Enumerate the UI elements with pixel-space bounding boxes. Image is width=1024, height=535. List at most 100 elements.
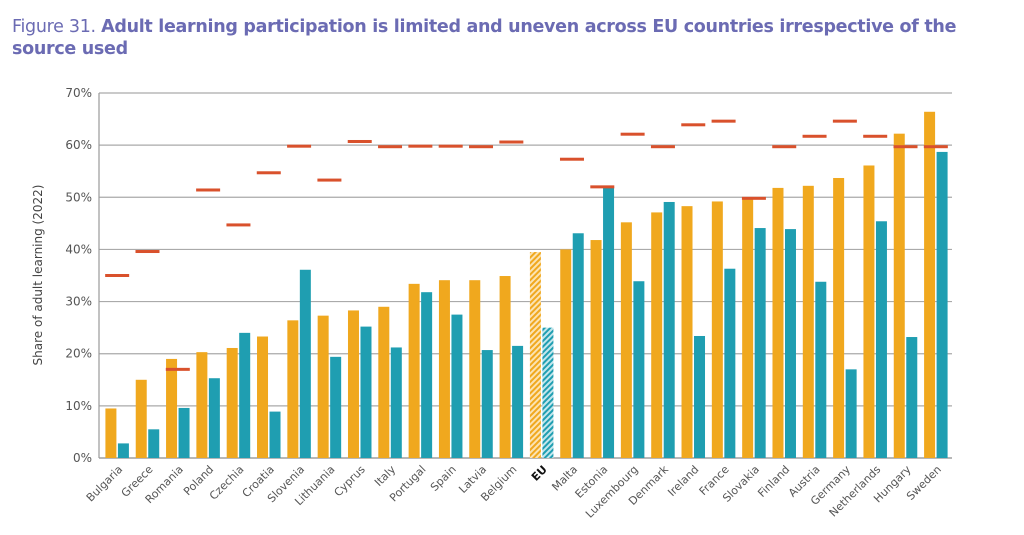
bar-series-a xyxy=(469,280,481,458)
bar-series-b xyxy=(542,327,554,458)
bar-series-a xyxy=(287,320,299,458)
y-axis: 0% 10% 20% 30% 40% 50% 60% 70% xyxy=(65,86,100,465)
bar-series-a xyxy=(196,352,208,458)
marker-series-c xyxy=(832,119,857,123)
y-tick-label: 50% xyxy=(65,190,92,204)
marker-series-c xyxy=(559,157,584,161)
marker-series-c xyxy=(347,139,372,143)
y-tick-label: 70% xyxy=(65,86,92,100)
bar-series-a xyxy=(166,358,178,458)
bar-series-a xyxy=(378,306,390,458)
bar-series-b xyxy=(754,228,766,458)
bar-series-a xyxy=(651,212,663,458)
marker-series-c xyxy=(165,367,190,371)
bar-series-a xyxy=(408,283,420,458)
marker-series-c xyxy=(287,144,312,148)
marker-series-c xyxy=(105,274,130,277)
y-tick-label: 10% xyxy=(65,399,92,413)
bar-series-a xyxy=(924,111,936,459)
y-tick-label: 60% xyxy=(65,138,92,152)
bar-series-a xyxy=(135,379,147,458)
figure-title: Figure 31. Adult learning participation … xyxy=(12,16,1012,60)
bar-series-b xyxy=(481,350,493,458)
marker-series-c xyxy=(681,123,706,127)
marker-series-c xyxy=(863,134,888,138)
bar-series-a xyxy=(863,165,875,458)
bar-series-b xyxy=(694,335,706,458)
x-tick-label: Cyprus xyxy=(332,463,369,500)
x-tick-label: Italy xyxy=(372,463,398,489)
y-tick-label: 30% xyxy=(65,295,92,309)
bar-series-a xyxy=(560,249,572,458)
bar-series-a xyxy=(317,315,329,458)
bar-series-b xyxy=(936,151,948,458)
bar-series-a xyxy=(711,201,723,458)
marker-series-c xyxy=(438,144,463,148)
marker-series-c xyxy=(469,145,494,149)
y-tick-label: 40% xyxy=(65,242,92,256)
bar-series-a xyxy=(438,280,450,458)
marker-series-c xyxy=(923,145,948,149)
bar-series-b xyxy=(663,201,675,458)
marker-series-c xyxy=(772,145,797,149)
bar-series-a xyxy=(620,222,632,458)
marker-series-c xyxy=(135,250,160,254)
bar-series-b xyxy=(784,229,796,458)
x-axis-labels: BulgariaGreeceRomaniaPolandCzechiaCroati… xyxy=(84,462,944,520)
marker-series-c xyxy=(893,145,918,149)
marker-series-c xyxy=(711,119,736,123)
bar-series-b xyxy=(360,326,372,458)
figure-heading: Adult learning participation is limited … xyxy=(12,17,957,59)
y-tick-label: 20% xyxy=(65,347,92,361)
bar-series-b xyxy=(451,314,463,458)
bar-series-a xyxy=(347,310,359,458)
y-axis-label: Share of adult learning (2022) xyxy=(31,185,45,366)
bar-series-b xyxy=(330,356,342,458)
marker-series-c xyxy=(590,185,615,189)
bar-series-b xyxy=(117,443,129,458)
markers xyxy=(105,119,948,371)
marker-series-c xyxy=(408,144,433,148)
marker-series-c xyxy=(620,132,645,136)
bar-series-b xyxy=(390,347,402,458)
marker-series-c xyxy=(802,134,827,138)
bar-series-b xyxy=(815,281,827,458)
marker-series-c xyxy=(650,145,675,149)
bar-series-b xyxy=(512,345,524,458)
bar-series-a xyxy=(499,276,511,458)
bar-series-b xyxy=(208,378,220,458)
bar-series-a xyxy=(105,408,117,458)
bar-series-a xyxy=(802,185,814,459)
marker-series-c xyxy=(317,178,342,182)
bar-series-b xyxy=(633,281,645,458)
bar-series-a xyxy=(893,133,905,458)
marker-series-c xyxy=(741,196,766,200)
bar-series-b xyxy=(875,221,887,458)
bar-series-b xyxy=(178,407,190,458)
bar-series-a xyxy=(257,336,269,458)
figure-number: Figure 31. xyxy=(12,17,102,37)
bar-series-a xyxy=(681,206,693,458)
bar-series-b xyxy=(421,292,433,458)
bar-series-b xyxy=(269,411,281,458)
bar-series-b xyxy=(724,268,736,458)
marker-series-c xyxy=(196,188,221,192)
bar-series-b xyxy=(239,332,251,458)
marker-series-c xyxy=(378,145,403,149)
x-tick-label: Bulgaria xyxy=(84,463,125,504)
bar-series-b xyxy=(603,187,615,458)
bar-series-b xyxy=(906,337,918,458)
bar-series-b xyxy=(572,233,584,458)
bar-series-a xyxy=(833,177,845,458)
bar-series-b xyxy=(845,369,857,458)
bar-series-a xyxy=(226,347,238,458)
bar-series-b xyxy=(299,269,311,458)
bar-series-a xyxy=(772,187,784,458)
x-tick-label: Spain xyxy=(428,463,459,494)
bar-series-b xyxy=(148,429,160,458)
bar-series-a xyxy=(742,198,754,459)
bar-series-a xyxy=(529,252,541,458)
x-tick-label: EU xyxy=(529,463,550,484)
bar-series-a xyxy=(590,240,602,458)
